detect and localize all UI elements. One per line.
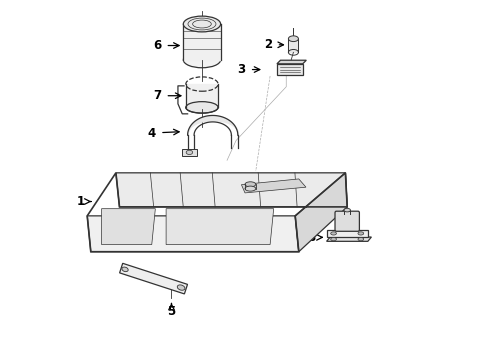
Ellipse shape: [245, 186, 256, 191]
Text: 3: 3: [237, 63, 245, 76]
Polygon shape: [326, 237, 371, 241]
Text: 4: 4: [147, 127, 156, 140]
Ellipse shape: [358, 238, 364, 241]
Text: 7: 7: [153, 89, 161, 102]
FancyBboxPatch shape: [335, 211, 359, 231]
Ellipse shape: [344, 208, 350, 212]
Ellipse shape: [183, 52, 220, 68]
Polygon shape: [166, 209, 274, 244]
Text: 8: 8: [307, 231, 316, 244]
Polygon shape: [326, 230, 368, 237]
Polygon shape: [277, 64, 303, 75]
Text: 6: 6: [153, 39, 161, 52]
Ellipse shape: [177, 285, 185, 290]
Text: 2: 2: [264, 38, 272, 51]
Ellipse shape: [358, 232, 364, 235]
Ellipse shape: [289, 36, 298, 41]
Polygon shape: [182, 149, 196, 156]
Text: 1: 1: [77, 195, 85, 208]
Polygon shape: [101, 209, 155, 244]
Text: 5: 5: [168, 306, 175, 319]
Polygon shape: [120, 263, 188, 294]
Ellipse shape: [245, 182, 256, 187]
Polygon shape: [277, 60, 306, 64]
Ellipse shape: [183, 16, 220, 32]
Polygon shape: [87, 216, 299, 252]
Polygon shape: [242, 179, 306, 193]
Ellipse shape: [186, 102, 218, 113]
Ellipse shape: [122, 267, 128, 272]
Ellipse shape: [186, 150, 193, 154]
Polygon shape: [295, 173, 347, 252]
Ellipse shape: [331, 238, 337, 241]
Ellipse shape: [331, 232, 337, 235]
Polygon shape: [116, 173, 347, 207]
